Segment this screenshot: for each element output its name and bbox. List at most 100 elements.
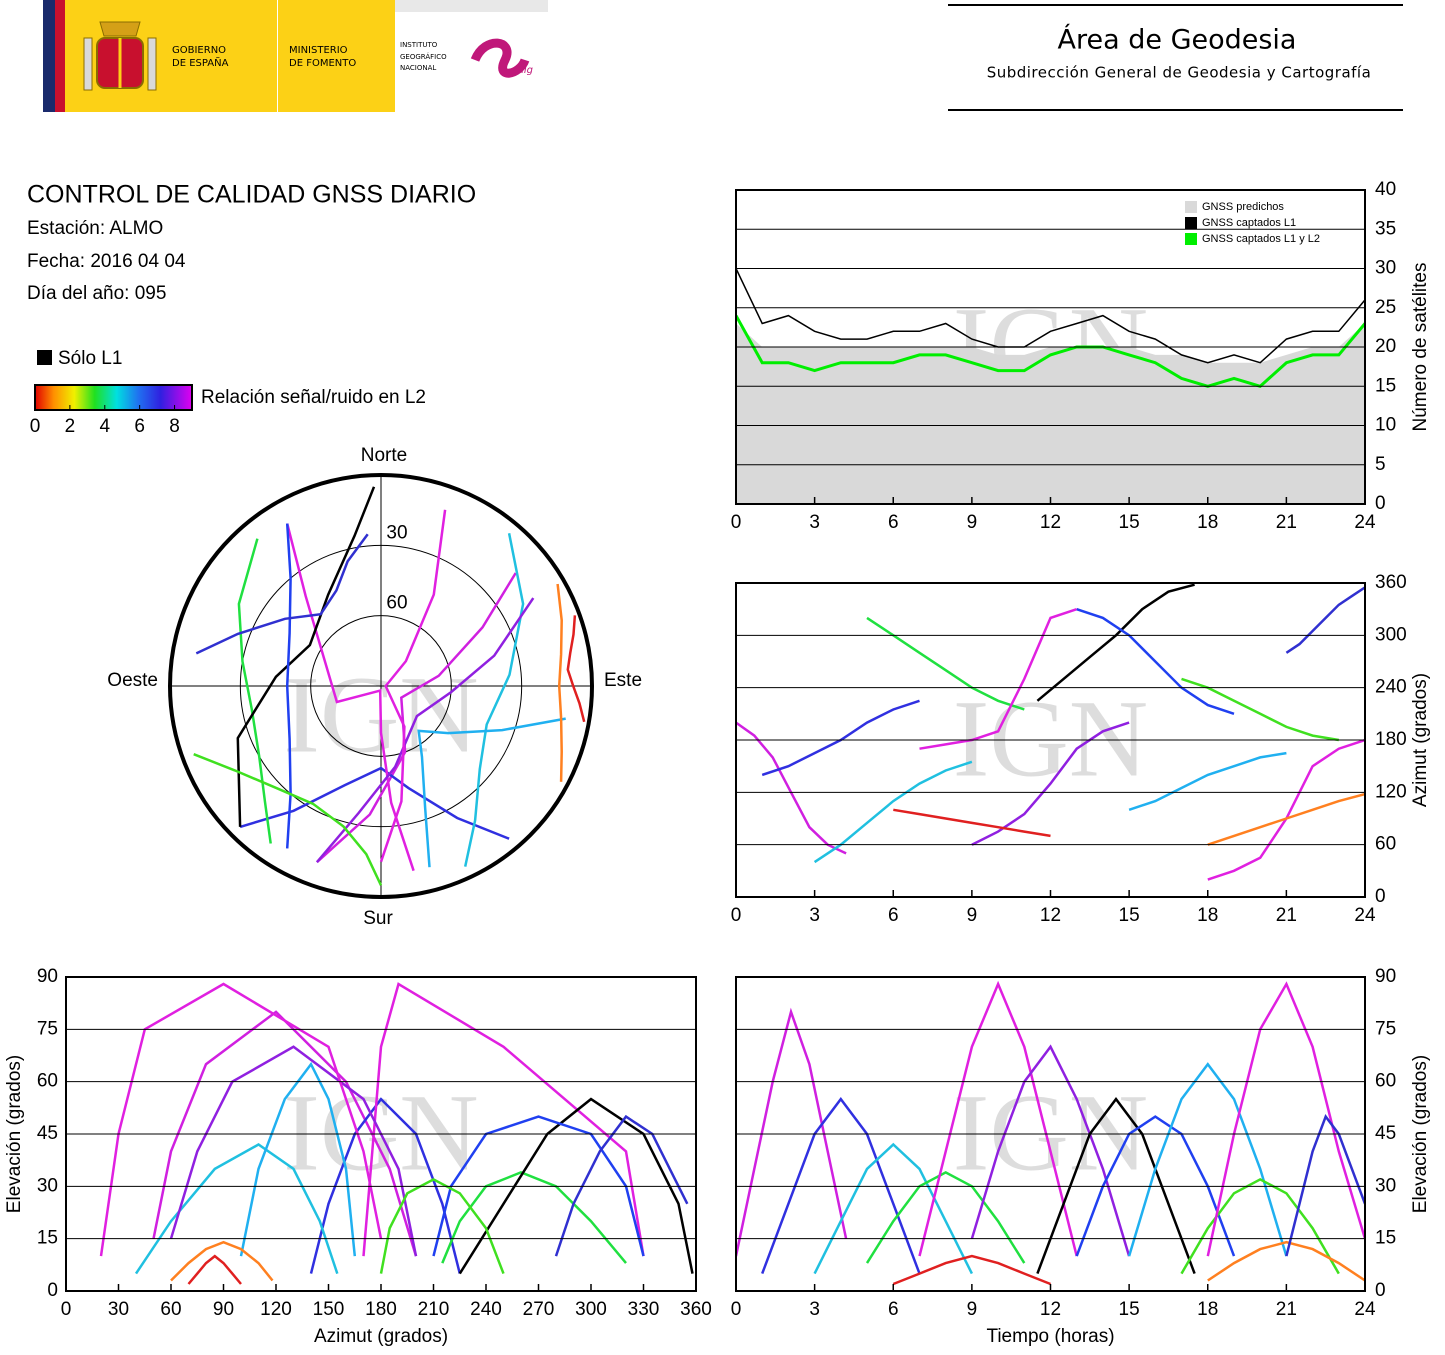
header-subtitle: Subdirección General de Geodesia y Carto… (987, 64, 1372, 82)
x-axis-label: Tiempo (horas) (986, 1326, 1114, 1347)
x-axis-label: Azimut (grados) (314, 1326, 448, 1347)
satellite-track (236, 486, 376, 827)
satellite-track (362, 982, 645, 1257)
y-tick-label: 0 (47, 1280, 58, 1301)
logo-panel (278, 0, 395, 112)
station: Estación: ALMO (27, 218, 163, 239)
x-tick-label: 0 (61, 1299, 72, 1320)
y-tick-label: 0 (1375, 493, 1386, 514)
satellite-track (1285, 1114, 1365, 1257)
x-tick-label: 12 (1040, 512, 1061, 533)
x-tick-label: 21 (1276, 905, 1297, 926)
y-tick-label: 20 (1375, 336, 1396, 357)
satellite-track (736, 1007, 848, 1257)
x-tick-label: 3 (809, 512, 820, 533)
legend-label: GNSS captados L1 y L2 (1202, 233, 1320, 245)
satellite-track (170, 1240, 274, 1282)
x-tick-label: 21 (1276, 1299, 1297, 1320)
y-tick-label: 40 (1375, 179, 1396, 200)
satellite-track (309, 1097, 462, 1274)
logo-text: GOBIERNO (172, 45, 226, 56)
satellite-track (761, 699, 920, 777)
satellite-track (566, 615, 586, 723)
y-tick-label: 60 (37, 1071, 58, 1092)
x-tick-label: 9 (967, 905, 978, 926)
satellite-track (761, 1097, 921, 1275)
colorbar-tick-label: 8 (169, 416, 180, 437)
legend-label: Sólo L1 (58, 348, 122, 369)
y-tick-label: 120 (1375, 781, 1407, 802)
x-tick-label: 24 (1354, 905, 1376, 926)
frame (65, 976, 697, 1292)
legend-label: GNSS captados L1 (1202, 217, 1296, 229)
y-axis-label: Elevación (grados) (4, 1055, 25, 1213)
satellite-track (379, 509, 447, 863)
satellite-track (919, 608, 1078, 750)
x-tick-label: 15 (1119, 512, 1140, 533)
x-tick-label: 360 (680, 1299, 712, 1320)
r-tick-label: 60 (386, 593, 407, 614)
x-tick-label: 0 (731, 1299, 742, 1320)
y-tick-label: 360 (1375, 572, 1407, 593)
x-tick-label: 6 (888, 905, 899, 926)
legend-swatch (1185, 201, 1197, 213)
y-tick-label: 15 (1375, 375, 1396, 396)
y-tick-label: 15 (1375, 1228, 1396, 1249)
logo-text: DE FOMENTO (289, 58, 356, 69)
satellite-track (187, 1254, 242, 1285)
line (736, 268, 1365, 364)
x-tick-label: 15 (1119, 905, 1140, 926)
logo-stripe (43, 0, 55, 112)
colorbar-tick-label: 2 (65, 416, 76, 437)
legend-swatch (37, 350, 52, 365)
report-title: CONTROL DE CALIDAD GNSS DIARIO (27, 181, 476, 209)
x-tick-label: 9 (967, 512, 978, 533)
satellite-track (970, 1044, 1131, 1257)
y-tick-label: 10 (1375, 415, 1396, 436)
x-tick-label: 12 (1040, 1299, 1061, 1320)
colorbar-tick-label: 6 (134, 416, 145, 437)
x-tick-label: 9 (967, 1299, 978, 1320)
y-tick-label: 180 (1375, 729, 1407, 750)
satellite-track (1180, 1177, 1340, 1275)
satellite-track (285, 523, 415, 872)
satellite-track (1206, 981, 1365, 1257)
y-axis-label: Elevación (grados) (1410, 1055, 1431, 1213)
satellite-track (892, 1254, 1051, 1286)
satellite-track (463, 533, 525, 867)
y-tick-label: 240 (1375, 677, 1407, 698)
logo-block: GOBIERNO DE ESPAÑA MINISTERIO DE FOMENTO… (43, 0, 548, 112)
satellite-track (1207, 738, 1365, 881)
x-tick-label: 18 (1197, 512, 1218, 533)
satellite-track (736, 721, 847, 855)
watermark: IGN (953, 677, 1149, 799)
satellite-track (458, 1097, 694, 1275)
x-tick-label: 150 (313, 1299, 345, 1320)
x-tick-label: 24 (1354, 1299, 1376, 1320)
satellite-track (1285, 586, 1365, 654)
satellite-track (1076, 608, 1235, 715)
y-tick-label: 75 (37, 1018, 58, 1039)
x-tick-label: 240 (470, 1299, 502, 1320)
y-tick-label: 30 (1375, 1175, 1396, 1196)
x-tick-label: 300 (575, 1299, 607, 1320)
y-tick-label: 60 (1375, 1071, 1396, 1092)
logo-text: DE ESPAÑA (172, 56, 229, 69)
ign-logo (470, 38, 530, 78)
logo-text: INSTITUTO (400, 41, 438, 49)
y-tick-label: 45 (37, 1123, 58, 1144)
y-tick-label: 300 (1375, 624, 1407, 645)
colorbar (34, 384, 193, 411)
x-tick-label: 18 (1197, 905, 1218, 926)
satellite-track (195, 533, 369, 655)
x-tick-label: 90 (213, 1299, 234, 1320)
legend-swatch (1185, 217, 1197, 229)
y-axis-label: Número de satélites (1410, 263, 1431, 432)
x-tick-label: 6 (888, 512, 899, 533)
y-tick-label: 35 (1375, 218, 1396, 239)
header-title: Área de Geodesia (1058, 24, 1297, 56)
x-tick-label: 15 (1119, 1299, 1140, 1320)
x-tick-label: 330 (628, 1299, 660, 1320)
logo-panel (395, 0, 548, 12)
